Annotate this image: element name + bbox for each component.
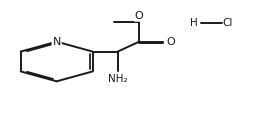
- Text: Cl: Cl: [223, 18, 233, 28]
- Text: NH₂: NH₂: [108, 74, 128, 84]
- Text: H: H: [190, 18, 198, 28]
- Text: N: N: [53, 37, 61, 47]
- Text: O: O: [135, 11, 144, 21]
- Text: O: O: [166, 37, 175, 47]
